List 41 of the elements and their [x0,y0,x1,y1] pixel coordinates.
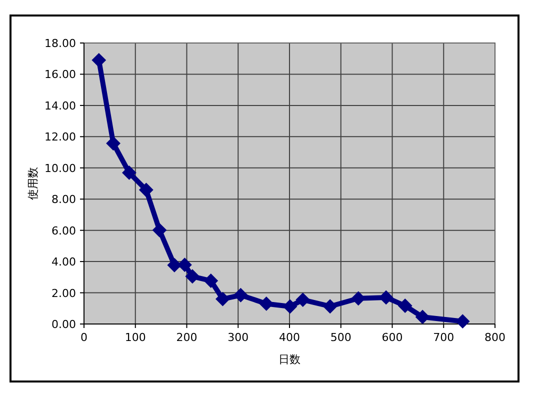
x-tick-label: 0 [80,331,88,344]
y-tick-label: 10.00 [44,162,76,175]
y-tick-label: 14.00 [44,99,76,112]
point [204,274,218,288]
point [351,291,366,306]
point [178,258,192,272]
point [323,299,338,314]
x-tick-label: 700 [433,331,454,344]
point [398,298,412,313]
point [379,290,394,304]
point [185,269,200,284]
y-tick-label: 4.00 [52,256,76,269]
y-tick-label: 18.00 [44,37,76,50]
x-axis-title: 日数 [278,353,300,366]
x-tick-label: 800 [484,331,506,344]
point [139,182,154,197]
point [152,223,167,238]
point [259,296,274,311]
point [283,300,298,314]
x-tick-label: 100 [124,331,146,344]
point [216,292,230,306]
y-tick-label: 8.00 [52,193,76,206]
y-tick-label: 2.00 [52,286,76,300]
x-tick-label: 200 [176,331,198,344]
point [106,136,120,150]
y-tick-label: 0.00 [52,318,76,331]
point [456,314,470,328]
point [416,310,430,324]
x-tick-label: 600 [382,331,403,344]
point [296,292,310,307]
point [234,288,248,302]
x-tick-label: 400 [279,331,300,344]
y-tick-label: 6.00 [52,224,76,238]
y-tick-label: 12.00 [44,130,76,144]
y-tick-label: 16.00 [44,68,76,82]
point [92,53,106,68]
point [167,258,182,272]
y-axis-title: 使用数 [26,167,40,200]
x-tick-label: 500 [330,331,352,344]
point [122,166,136,180]
x-tick-label: 300 [228,331,249,344]
